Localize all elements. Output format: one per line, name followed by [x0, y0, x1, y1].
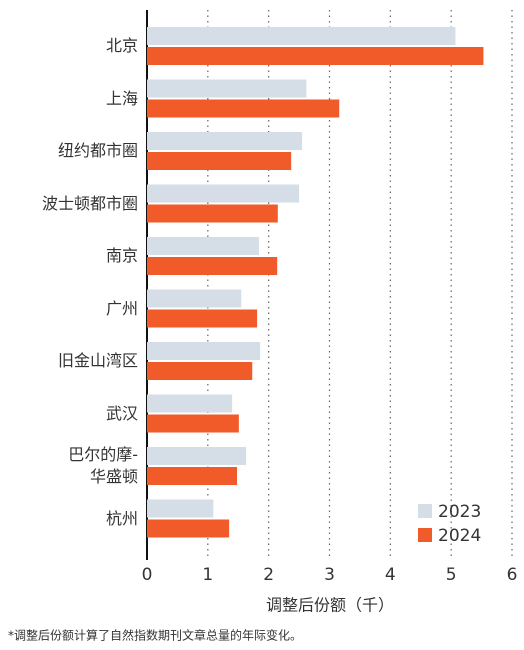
y-tick-label: 旧金山湾区: [57, 351, 138, 370]
bar: [147, 257, 278, 275]
legend-swatch: [418, 504, 432, 518]
footnote: *调整后份额计算了自然指数期刊文章总量的年际变化。: [8, 628, 302, 643]
legend-swatch: [418, 528, 432, 542]
legend-label: 2024: [438, 526, 481, 546]
bar: [147, 414, 239, 433]
y-tick-label: 杭州: [105, 508, 138, 528]
bar: [147, 184, 300, 203]
bar: [147, 342, 261, 360]
bar: [147, 47, 484, 65]
bar: [147, 152, 292, 170]
y-tick-label: 武汉: [105, 403, 138, 423]
bar: [147, 79, 307, 98]
x-tick-label: 6: [507, 565, 518, 585]
y-tick-label: 北京: [105, 36, 138, 55]
bar: [147, 27, 456, 45]
x-tick-label: 3: [324, 565, 335, 585]
bar: [147, 519, 230, 538]
bar: [147, 132, 303, 150]
x-tick-label: 1: [202, 565, 213, 585]
x-tick-label: 4: [385, 565, 396, 585]
x-tick-label: 2: [263, 565, 274, 585]
y-tick-label: 南京: [105, 246, 138, 265]
y-tick-label: 广州: [105, 298, 138, 318]
y-tick-label: 纽约都市圈: [57, 141, 138, 160]
bar: [147, 237, 259, 255]
bar: [147, 362, 253, 380]
y-tick-label: 巴尔的摩- 华盛顿: [68, 445, 138, 486]
bar: [147, 204, 278, 223]
bar: [147, 499, 214, 518]
bar: [147, 309, 258, 328]
y-tick-label: 波士顿都市圈: [41, 193, 138, 213]
x-axis-label: 调整后份额（千）: [266, 596, 394, 615]
bar: [147, 394, 233, 413]
bar: [147, 447, 247, 465]
bar: [147, 289, 242, 308]
legend-label: 2023: [438, 502, 481, 522]
y-tick-label: 上海: [105, 88, 138, 108]
x-tick-label: 5: [446, 565, 457, 585]
x-tick-label: 0: [142, 565, 153, 585]
bar: [147, 467, 238, 485]
bar: [147, 99, 340, 118]
